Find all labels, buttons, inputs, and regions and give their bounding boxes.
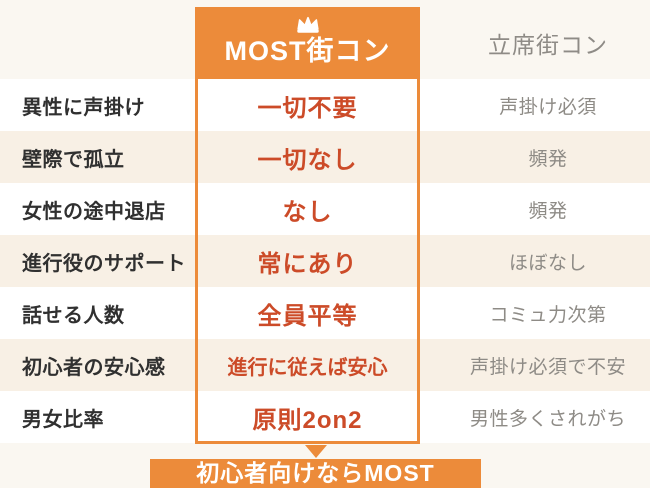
row-label: 異性に声掛け <box>22 96 145 119</box>
most-value: なし <box>282 198 333 226</box>
down-triangle-icon <box>305 445 327 458</box>
rival-value: 頻発 <box>528 148 568 170</box>
rival-value: 声掛け必須 <box>499 96 597 118</box>
row-label: 初心者の安心感 <box>22 356 166 379</box>
most-column-title: MOST街コン <box>224 36 391 66</box>
most-value: 一切なし <box>257 146 358 174</box>
most-value: 常にあり <box>257 250 358 278</box>
table-row: 男女比率 原則2on2 男性多くされがち <box>0 391 650 443</box>
rival-column-title: 立席街コン <box>488 32 608 58</box>
table-row: 初心者の安心感 進行に従えば安心 声掛け必須で不安 <box>0 339 650 391</box>
most-column-header: MOST街コン <box>195 7 420 79</box>
rival-value: ほぼなし <box>508 252 587 274</box>
conclusion-banner: 初心者向けならMOST <box>150 459 481 488</box>
most-value: 一切不要 <box>257 94 358 122</box>
comparison-table: 異性に声掛け 一切不要 声掛け必須 壁際で孤立 一切なし 頻発 女性の途中退店 … <box>0 79 650 443</box>
rival-value: 男性多くされがち <box>469 408 626 430</box>
row-label: 壁際で孤立 <box>22 148 125 171</box>
row-label: 話せる人数 <box>22 304 125 327</box>
row-label: 男女比率 <box>22 408 104 431</box>
row-label: 女性の途中退店 <box>22 200 166 223</box>
table-row: 女性の途中退店 なし 頻発 <box>0 183 650 235</box>
row-label: 進行役のサポート <box>22 252 186 275</box>
table-row: 進行役のサポート 常にあり ほぼなし <box>0 235 650 287</box>
rival-value: コミュ力次第 <box>489 304 607 326</box>
table-row: 壁際で孤立 一切なし 頻発 <box>0 131 650 183</box>
conclusion-text: 初心者向けならMOST <box>196 460 435 486</box>
crown-icon <box>296 16 319 33</box>
most-value: 原則2on2 <box>252 406 363 434</box>
most-value: 進行に従えば安心 <box>227 356 388 379</box>
table-row: 話せる人数 全員平等 コミュ力次第 <box>0 287 650 339</box>
rival-value: 声掛け必須で不安 <box>469 356 626 378</box>
rival-column-header: 立席街コン <box>420 7 650 79</box>
most-value: 全員平等 <box>257 302 358 330</box>
rival-value: 頻発 <box>528 200 568 222</box>
table-row: 異性に声掛け 一切不要 声掛け必須 <box>0 79 650 131</box>
